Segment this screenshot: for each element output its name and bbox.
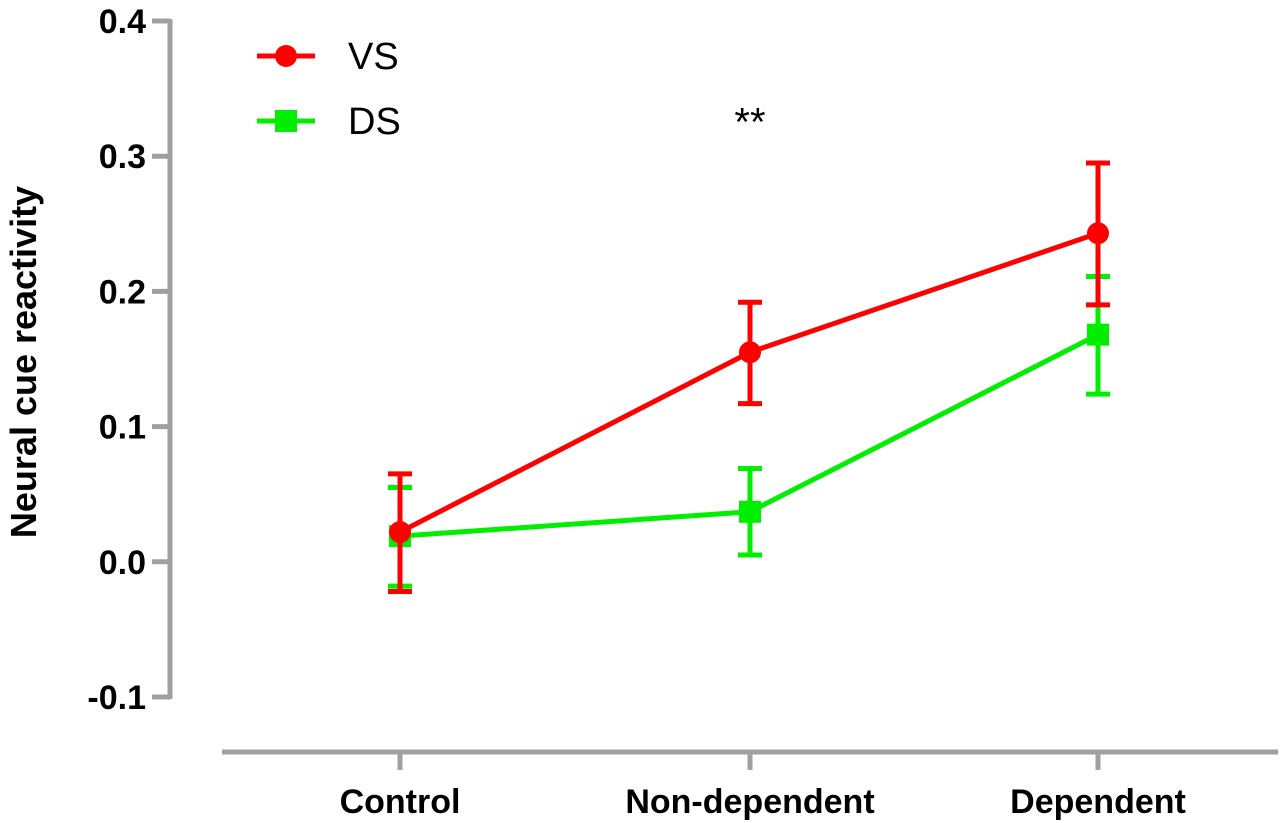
- x-tick-label: Dependent: [1010, 783, 1186, 821]
- legend-item-vs: VS: [257, 36, 399, 78]
- data-point: [739, 500, 761, 523]
- annotations: **: [734, 101, 765, 145]
- legend: VS DS: [257, 36, 401, 143]
- y-tick-label: 0.4: [99, 3, 146, 41]
- y-tick-label: 0.2: [99, 273, 146, 311]
- y-tick-label: 0.1: [99, 409, 146, 447]
- y-tick-label: 0.3: [99, 138, 146, 176]
- y-tick-label: 0.0: [99, 544, 146, 582]
- legend-label: VS: [348, 36, 399, 78]
- x-axis: Control Non-dependent Dependent: [222, 749, 1278, 821]
- legend-label: DS: [348, 101, 401, 143]
- data-point: [739, 341, 761, 364]
- series-vs: [388, 160, 1110, 595]
- data-point: [389, 521, 411, 544]
- data-point: [1087, 323, 1109, 346]
- y-tick-label: -0.1: [87, 679, 146, 717]
- series-layer: [388, 160, 1110, 595]
- y-axis-title: Neural cue reactivity: [3, 186, 44, 538]
- x-tick-label: Non-dependent: [625, 783, 874, 821]
- significance-annotation: **: [734, 101, 765, 145]
- legend-marker: [275, 45, 297, 67]
- y-axis: -0.1 0.0 0.1 0.2 0.3 0.4: [87, 3, 173, 717]
- legend-item-ds: DS: [257, 101, 401, 143]
- x-tick-label: Control: [340, 783, 461, 821]
- data-point: [1087, 222, 1109, 245]
- legend-marker: [275, 110, 297, 132]
